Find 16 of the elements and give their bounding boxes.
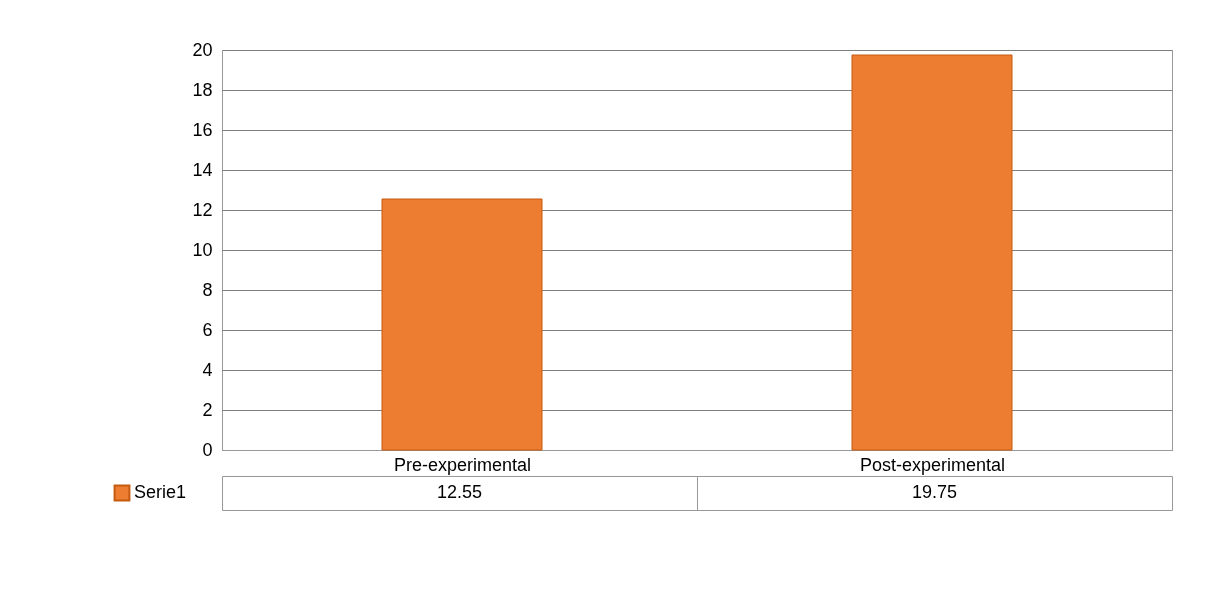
data-label: 12.55	[436, 482, 483, 502]
y-tick-label: 8	[202, 279, 213, 300]
data-label: 19.75	[911, 482, 958, 502]
legend-label: Serie1	[134, 482, 187, 502]
y-tick-label: 6	[202, 319, 213, 340]
x-tick-label: Pre-experimental	[393, 454, 532, 475]
y-tick-label: 18	[192, 79, 213, 100]
y-tick-label: 14	[192, 159, 213, 180]
y-tick-label: 10	[192, 239, 213, 260]
y-tick-label: 16	[192, 119, 213, 140]
x-tick-label: Post-experimental	[859, 454, 1006, 475]
y-tick-label: 4	[202, 359, 213, 380]
y-tick-label: 20	[192, 39, 213, 60]
y-tick-label: 2	[202, 399, 213, 420]
y-tick-label: 0	[202, 439, 213, 460]
y-tick-label: 12	[192, 199, 213, 220]
